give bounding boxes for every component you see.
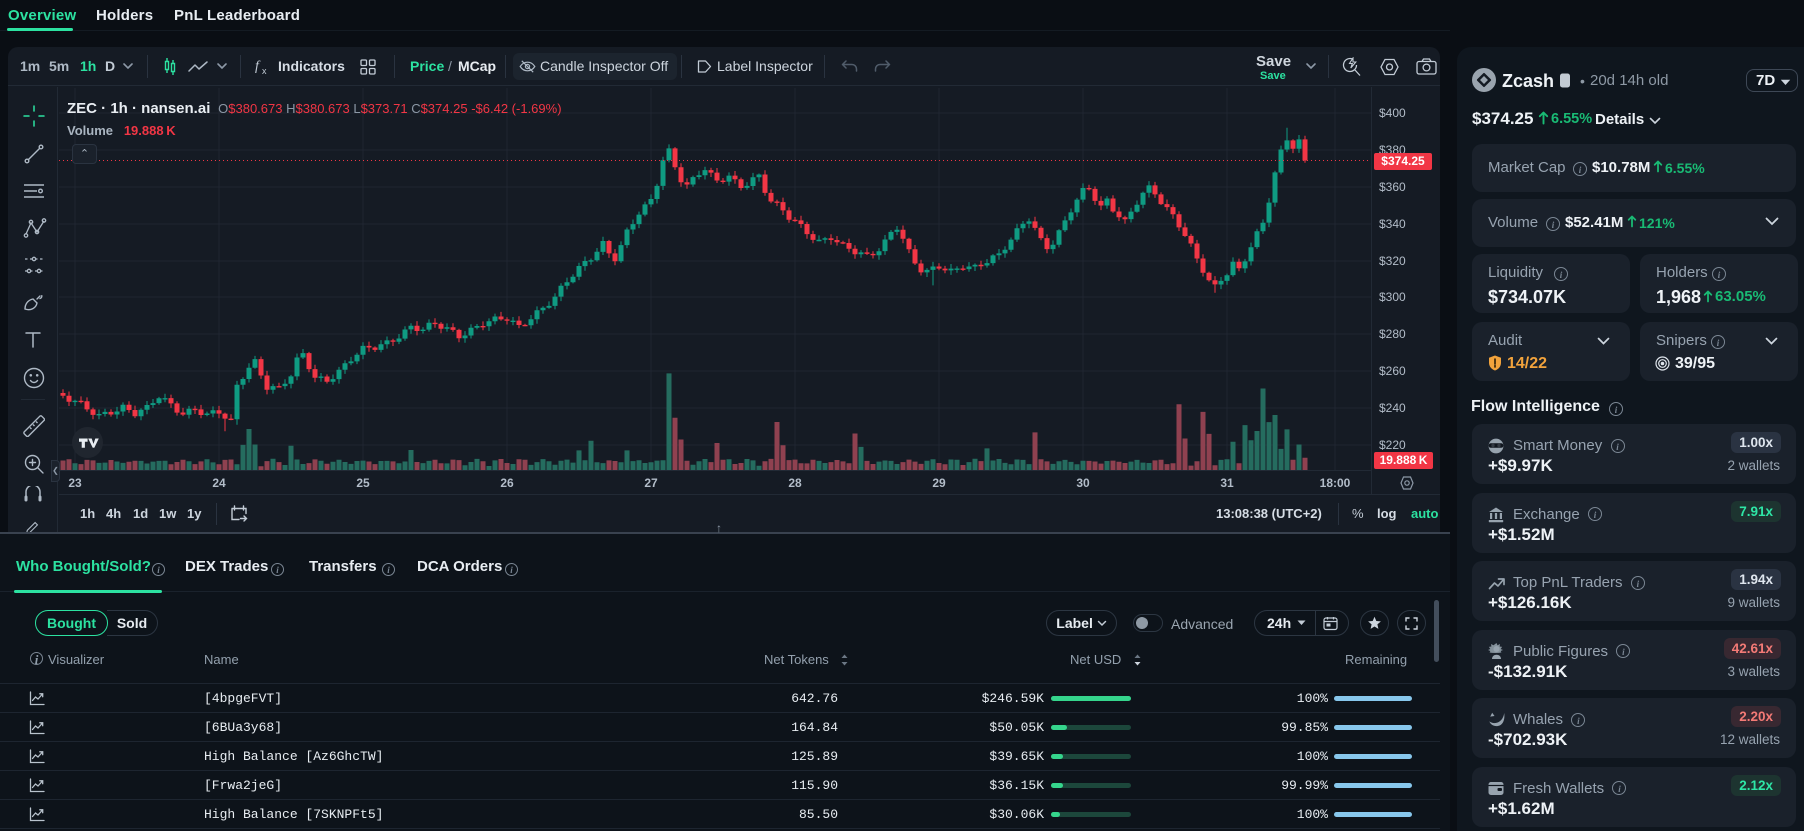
svg-text:f: f (255, 59, 261, 74)
svg-text:x: x (262, 66, 267, 75)
